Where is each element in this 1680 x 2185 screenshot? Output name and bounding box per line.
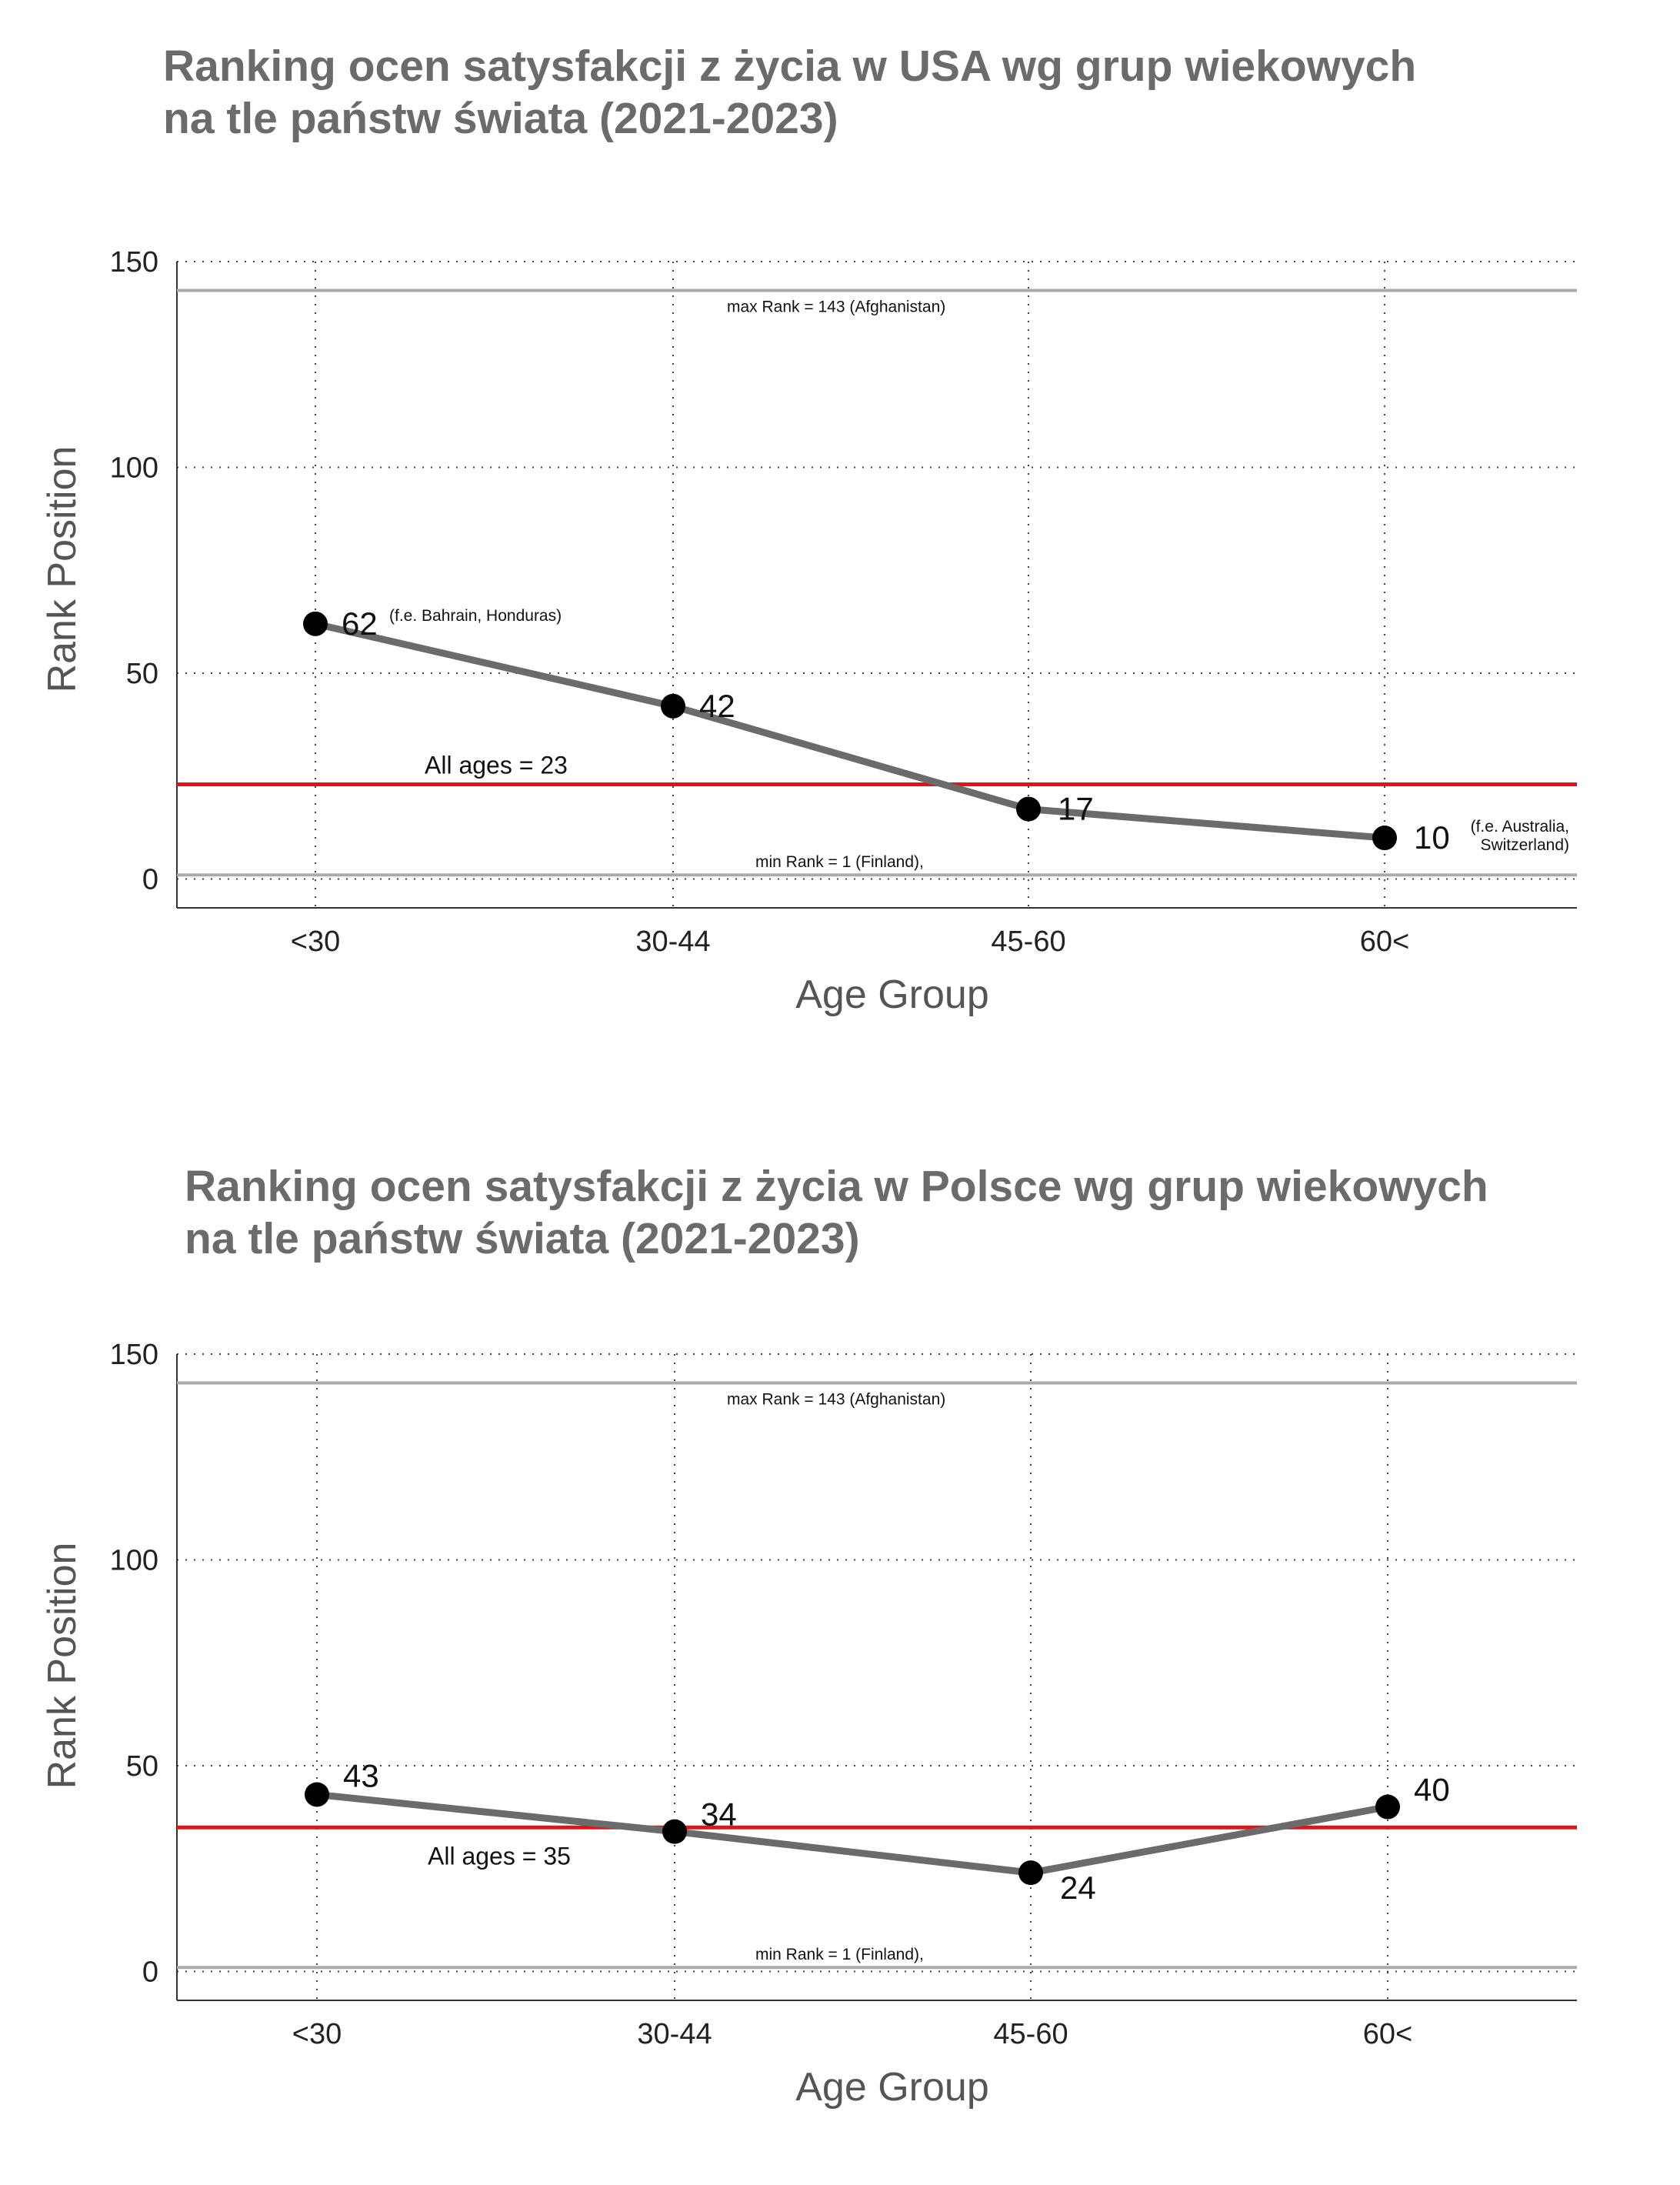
data-point xyxy=(661,693,685,719)
chart-title-line-1: Ranking ocen satysfakcji z życia w Polsc… xyxy=(185,1162,1488,1211)
data-point xyxy=(662,1819,687,1844)
data-label: 10 xyxy=(1414,819,1450,856)
max-rank-label: max Rank = 143 (Afghanistan) xyxy=(727,298,945,315)
y-axis-title: Rank Position xyxy=(40,446,85,693)
y-tick-label: 100 xyxy=(110,452,158,485)
max-rank-label: max Rank = 143 (Afghanistan) xyxy=(727,1390,945,1408)
chart-panel-usa: Ranking ocen satysfakcji z życia w USA w… xyxy=(0,0,1680,1092)
data-label: 17 xyxy=(1058,791,1094,827)
data-point xyxy=(305,1782,329,1807)
data-point xyxy=(1016,796,1041,822)
data-label: 40 xyxy=(1414,1772,1450,1808)
min-rank-label: min Rank = 1 (Finland), xyxy=(755,853,924,871)
y-tick-label: 0 xyxy=(142,864,158,896)
y-tick-label: 50 xyxy=(126,1750,158,1783)
data-label: 43 xyxy=(343,1757,379,1793)
chart-title-line-2: na tle państw świata (2021-2023) xyxy=(185,1214,860,1263)
series-line xyxy=(312,620,1388,842)
y-tick-label: 150 xyxy=(110,1339,158,1371)
data-label: 34 xyxy=(701,1796,737,1833)
line-chart-poland: 0 50 100 150 <30 30-44 45-60 60< Age Group Rank P… xyxy=(40,1339,1577,2110)
annotation-label: (f.e. Bahrain, Honduras) xyxy=(389,607,562,625)
y-tick-label: 100 xyxy=(110,1545,158,1577)
min-rank-label: min Rank = 1 (Finland), xyxy=(755,1946,924,1963)
chart-title: Ranking ocen satysfakcji z życia w Polsc… xyxy=(185,1160,1488,1265)
x-tick-label: 60< xyxy=(1363,2018,1412,2050)
x-tick-label: 45-60 xyxy=(993,2018,1068,2050)
annotation-label: (f.e. Australia, xyxy=(1471,818,1569,836)
data-label: 42 xyxy=(699,688,735,724)
x-tick-label: 30-44 xyxy=(635,926,710,958)
data-label: 62 xyxy=(342,605,378,642)
chart-title-line-2: na tle państw świata (2021-2023) xyxy=(163,94,838,143)
x-axis-title: Age Group xyxy=(795,2065,989,2110)
data-label: 24 xyxy=(1060,1870,1096,1906)
data-point xyxy=(1375,1794,1400,1820)
x-tick-label: <30 xyxy=(291,926,340,958)
y-axis-title: Rank Position xyxy=(40,1543,85,1790)
x-tick-label: 60< xyxy=(1360,926,1409,958)
data-point xyxy=(303,611,328,636)
series-line xyxy=(313,1790,1392,1876)
line-chart-usa: 0 50 100 150 <30 30-44 45-60 60< Age Group Rank P… xyxy=(40,246,1577,1017)
chart-title-line-1: Ranking ocen satysfakcji z życia w USA w… xyxy=(163,42,1417,91)
x-tick-label: 45-60 xyxy=(991,926,1065,958)
y-tick-label: 150 xyxy=(110,246,158,279)
annotation-label: Switzerland) xyxy=(1480,836,1569,854)
y-tick-label: 0 xyxy=(142,1956,158,1989)
all-ages-label: All ages = 23 xyxy=(425,751,568,779)
chart-title: Ranking ocen satysfakcji z życia w USA w… xyxy=(163,40,1416,145)
x-tick-label: 30-44 xyxy=(637,2018,712,2050)
all-ages-label: All ages = 35 xyxy=(428,1842,571,1870)
x-tick-label: <30 xyxy=(292,2018,342,2050)
data-point xyxy=(1018,1860,1043,1886)
chart-panel-poland: Ranking ocen satysfakcji z życia w Polsc… xyxy=(0,1092,1680,2185)
x-axis-title: Age Group xyxy=(795,972,989,1017)
y-tick-label: 50 xyxy=(126,658,158,690)
data-point xyxy=(1372,826,1397,851)
